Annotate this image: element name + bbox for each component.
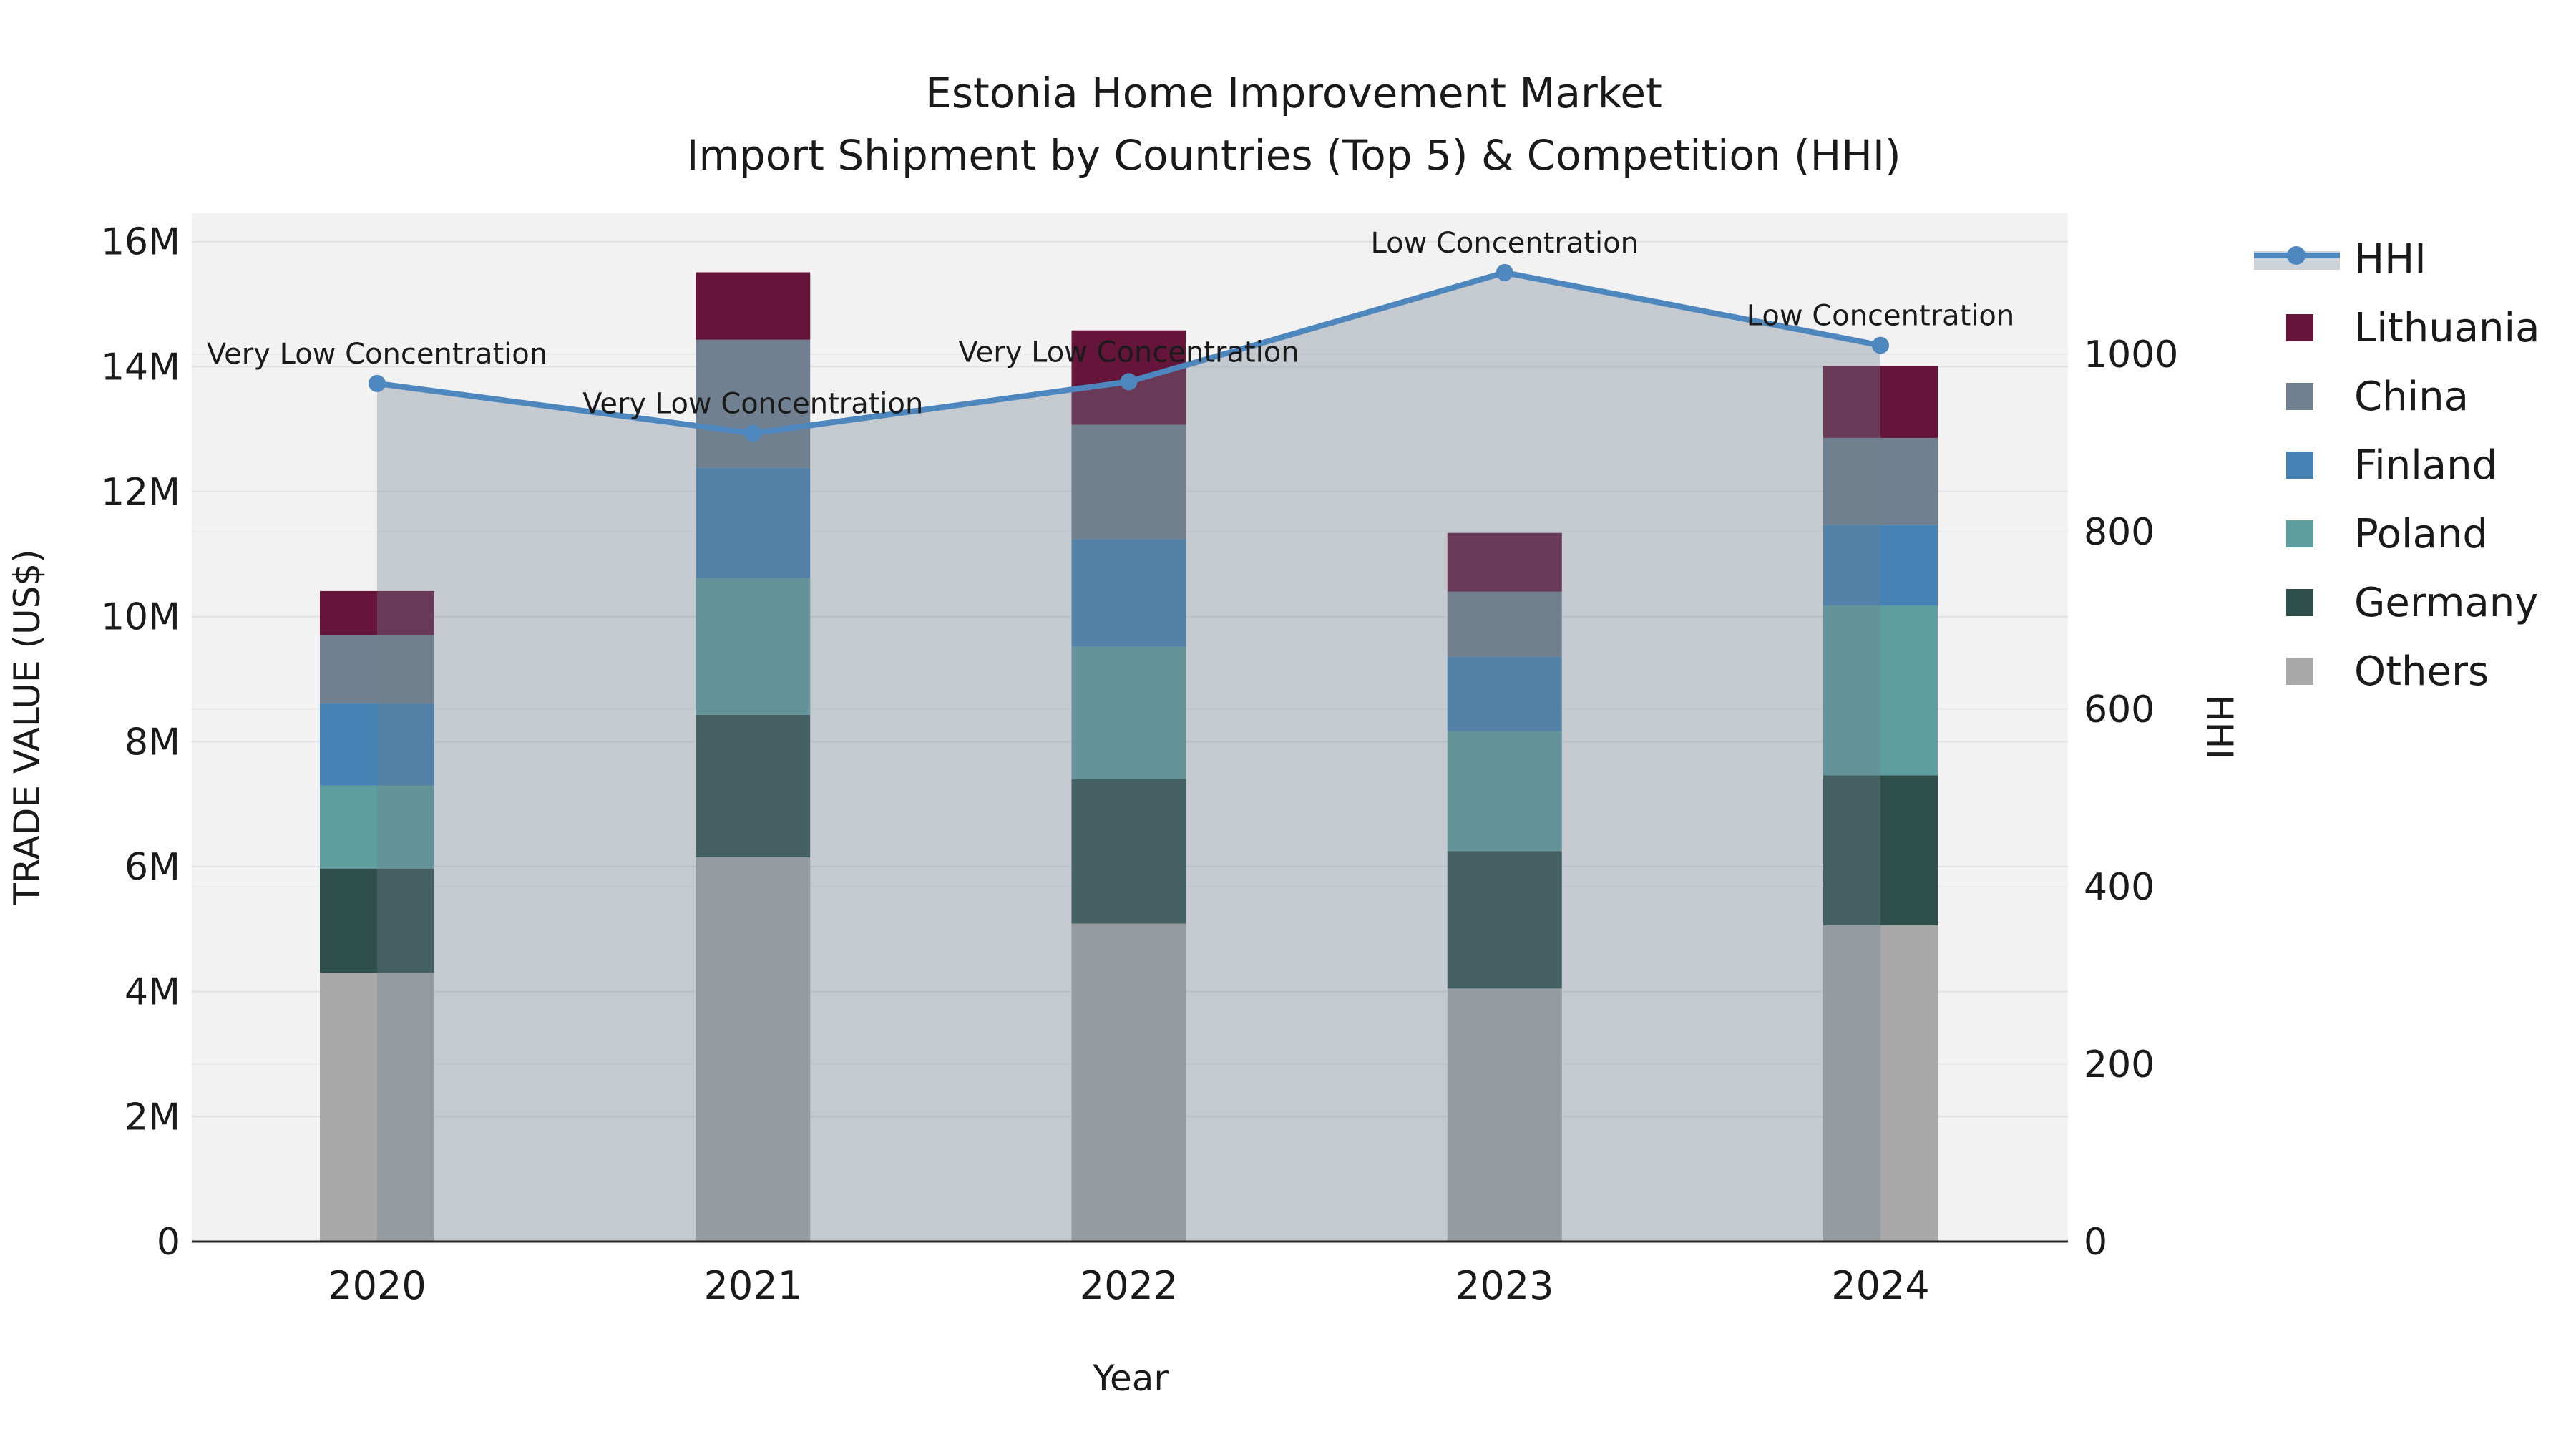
x-tick-label: 2022	[1080, 1263, 1178, 1308]
legend-label-china: China	[2354, 374, 2469, 420]
x-tick-label: 2024	[1831, 1263, 1929, 1308]
legend: HHI Lithuania China Finland Poland Germany Oth…	[2254, 236, 2540, 695]
legend-swatch-finland	[2286, 452, 2313, 479]
annotation-2023: Low Concentration	[1371, 227, 1639, 260]
legend-item-lithuania: Lithuania	[2286, 305, 2540, 351]
legend-swatch-lithuania	[2286, 314, 2313, 341]
annotation-2024: Low Concentration	[1747, 300, 2014, 333]
bar-segment-lithuania-2024	[1823, 366, 1938, 438]
bar-segment-others-2024	[1823, 925, 1938, 1242]
bar-segment-poland-2023	[1447, 731, 1562, 852]
y2-tick-label: 400	[2084, 866, 2155, 909]
bar-segment-germany-2022	[1071, 779, 1186, 924]
bar-segment-china-2020	[320, 635, 434, 704]
bar-segment-poland-2024	[1823, 605, 1938, 776]
hhi-marker-2023	[1496, 263, 1513, 281]
legend-item-others: Others	[2286, 648, 2489, 695]
y2-tick-label: 0	[2084, 1221, 2107, 1264]
legend-item-germany: Germany	[2286, 580, 2538, 626]
bar-segment-germany-2024	[1823, 775, 1938, 926]
bar-segment-china-2021	[696, 339, 811, 468]
annotation-2021: Very Low Concentration	[582, 387, 923, 420]
chart-title-line2: Import Shipment by Countries (Top 5) & C…	[686, 131, 1901, 180]
bar-segment-others-2021	[696, 857, 811, 1242]
x-axis-title: Year	[1092, 1358, 1169, 1399]
bar-segment-china-2024	[1823, 437, 1938, 525]
y-tick-label: 4M	[125, 971, 180, 1014]
x-tick-label: 2023	[1455, 1263, 1553, 1308]
bar-segment-others-2022	[1071, 923, 1186, 1242]
legend-swatch-others	[2286, 658, 2313, 685]
y-tick-label: 0	[157, 1221, 180, 1264]
annotation-2022: Very Low Concentration	[958, 336, 1299, 369]
y2-tick-label: 600	[2084, 688, 2155, 731]
x-tick-label: 2021	[704, 1263, 802, 1308]
y-tick-label: 8M	[125, 721, 180, 764]
y-tick-label: 14M	[101, 346, 180, 389]
y-axis-title: TRADE VALUE (US$)	[6, 549, 48, 905]
y2-tick-label: 800	[2084, 511, 2155, 554]
legend-swatch-poland	[2286, 520, 2313, 547]
bar-segment-finland-2024	[1823, 525, 1938, 605]
bar-segment-germany-2021	[696, 714, 811, 857]
legend-swatch-germany	[2286, 589, 2313, 616]
bar-segment-finland-2022	[1071, 539, 1186, 647]
legend-label-poland: Poland	[2354, 511, 2488, 557]
legend-label-finland: Finland	[2354, 442, 2497, 489]
hhi-marker-2021	[744, 424, 762, 442]
hhi-marker-2024	[1872, 336, 1889, 354]
legend-hhi-marker	[2287, 246, 2306, 265]
legend-label-lithuania: Lithuania	[2354, 305, 2540, 351]
chart-title-line1: Estonia Home Improvement Market	[925, 69, 1662, 117]
bar-segment-lithuania-2023	[1447, 532, 1562, 592]
legend-item-china: China	[2286, 374, 2469, 420]
legend-item-poland: Poland	[2286, 511, 2488, 557]
legend-item-finland: Finland	[2286, 442, 2497, 489]
bar-segment-lithuania-2020	[320, 590, 434, 635]
hhi-area-fill	[377, 272, 1880, 1242]
y-tick-label: 6M	[125, 846, 180, 889]
y2-tick-label: 200	[2084, 1043, 2155, 1086]
hhi-marker-2020	[369, 374, 386, 392]
legend-swatch-china	[2286, 383, 2313, 410]
y2-axis-title: HHI	[2199, 695, 2240, 759]
legend-item-hhi: HHI	[2254, 236, 2426, 283]
bar-segment-finland-2021	[696, 467, 811, 579]
y-tick-label: 16M	[101, 221, 180, 264]
bar-segment-others-2020	[320, 973, 434, 1242]
y-tick-label: 10M	[101, 596, 180, 639]
y-tick-label: 2M	[125, 1096, 180, 1139]
plot-layer: Very Low Concentration Very Low Concentra…	[101, 213, 2178, 1308]
bar-segment-poland-2022	[1071, 646, 1186, 779]
y-tick-label: 12M	[101, 471, 180, 514]
legend-label-germany: Germany	[2354, 580, 2538, 626]
annotation-2020: Very Low Concentration	[207, 338, 547, 371]
bar-segment-germany-2020	[320, 868, 434, 973]
bar-segment-lithuania-2021	[696, 272, 811, 340]
legend-label-others: Others	[2354, 648, 2489, 695]
x-tick-label: 2020	[328, 1263, 426, 1308]
bar-segment-others-2023	[1447, 988, 1562, 1242]
bar-segment-china-2023	[1447, 591, 1562, 657]
bar-segment-poland-2020	[320, 785, 434, 869]
bar-segment-poland-2021	[696, 578, 811, 715]
bar-segment-finland-2020	[320, 703, 434, 786]
bar-segment-germany-2023	[1447, 851, 1562, 989]
hhi-marker-2022	[1120, 373, 1138, 391]
y2-tick-label: 1000	[2084, 333, 2178, 376]
legend-label-hhi: HHI	[2354, 236, 2426, 283]
bar-segment-china-2022	[1071, 424, 1186, 540]
bar-segment-finland-2023	[1447, 656, 1562, 731]
